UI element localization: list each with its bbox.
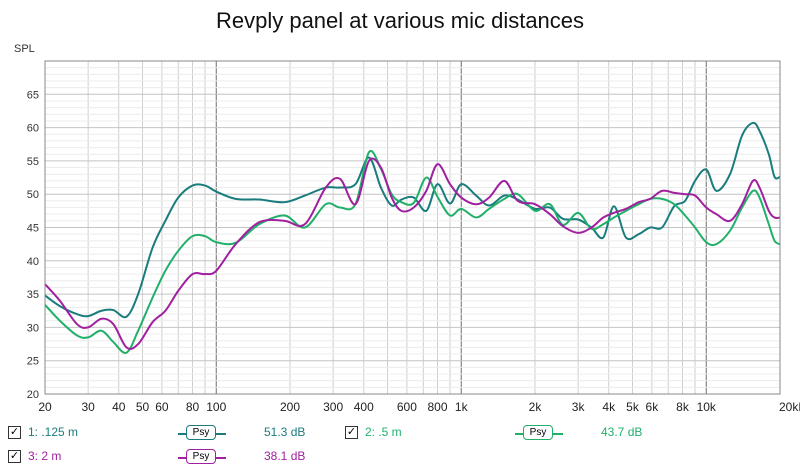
checkbox-series-2[interactable]: ✓ [345,426,358,439]
y-tick-label: 55 [27,156,39,168]
legend-value-series-2: 43.7 dB [601,425,643,439]
x-tick-label: 300 [323,400,343,414]
legend-value-series-3: 38.1 dB [264,449,306,463]
legend-value-series-1: 51.3 dB [264,425,306,439]
y-tick-label: 30 [27,322,39,334]
x-tick-label: 200 [280,400,300,414]
legend-label-series-2: 2: .5 m [365,425,402,439]
y-tick-label: 65 [27,89,39,101]
checkbox-series-3[interactable]: ✓ [8,450,21,463]
x-tick-label: 30 [81,400,95,414]
x-tick-label: 3k [572,400,586,414]
x-tick-label: 8k [676,400,690,414]
legend-label-series-1: 1: .125 m [28,425,79,439]
axes: 20 25 30 35 40 45 50 55 60 65 SPL 20 30 40 50 60 80 100 20… [14,43,800,414]
x-tick-label: 20kHz [779,400,800,414]
y-axis-label: SPL [14,43,35,55]
plot-border [44,60,781,395]
series-2-line [44,149,781,354]
legend-label-series-3: 3: 2 m [28,449,62,463]
x-tick-label: 800 [427,400,447,414]
x-tick-label: 80 [186,400,200,414]
x-tick-label: 50 [136,400,150,414]
x-tick-label: 1k [455,400,469,414]
x-tick-label: 40 [112,400,126,414]
y-tick-label: 25 [27,356,39,368]
x-tick-label: 600 [397,400,417,414]
x-tick-label: 100 [206,400,226,414]
frequency-response-chart: 20 25 30 35 40 45 50 55 60 65 SPL 20 30 40 50 60 80 100 20… [14,43,800,414]
psy-button-series-3[interactable]: Psy [186,449,216,464]
legend-item-1: ✓ 1: .125 m Psy 51.3 dB [8,425,328,443]
y-tick-label: 20 [27,389,39,401]
psy-button-series-1[interactable]: Psy [186,425,216,440]
legend-item-2: ✓ 2: .5 m Psy 43.7 dB [345,425,665,443]
x-tick-label: 60 [155,400,169,414]
y-tick-label: 60 [27,123,39,135]
x-tick-label: 6k [646,400,660,414]
series-3-line [44,157,781,350]
series-1-line [44,121,781,319]
psy-button-series-2[interactable]: Psy [523,425,553,440]
y-tick-label: 45 [27,223,39,235]
grid [44,60,781,395]
chart-title: Revply panel at various mic distances [215,8,585,33]
y-tick-label: 40 [27,256,39,268]
checkbox-series-1[interactable]: ✓ [8,426,21,439]
y-tick-label: 35 [27,289,39,301]
x-tick-label: 400 [354,400,374,414]
series-curves [44,121,781,354]
x-tick-label: 10k [697,400,717,414]
x-tick-label: 20 [38,400,52,414]
x-tick-label: 5k [626,400,640,414]
y-tick-label: 50 [27,189,39,201]
x-tick-label: 2k [529,400,543,414]
x-tick-label: 4k [602,400,616,414]
legend-item-3: ✓ 3: 2 m Psy 38.1 dB [8,449,328,467]
